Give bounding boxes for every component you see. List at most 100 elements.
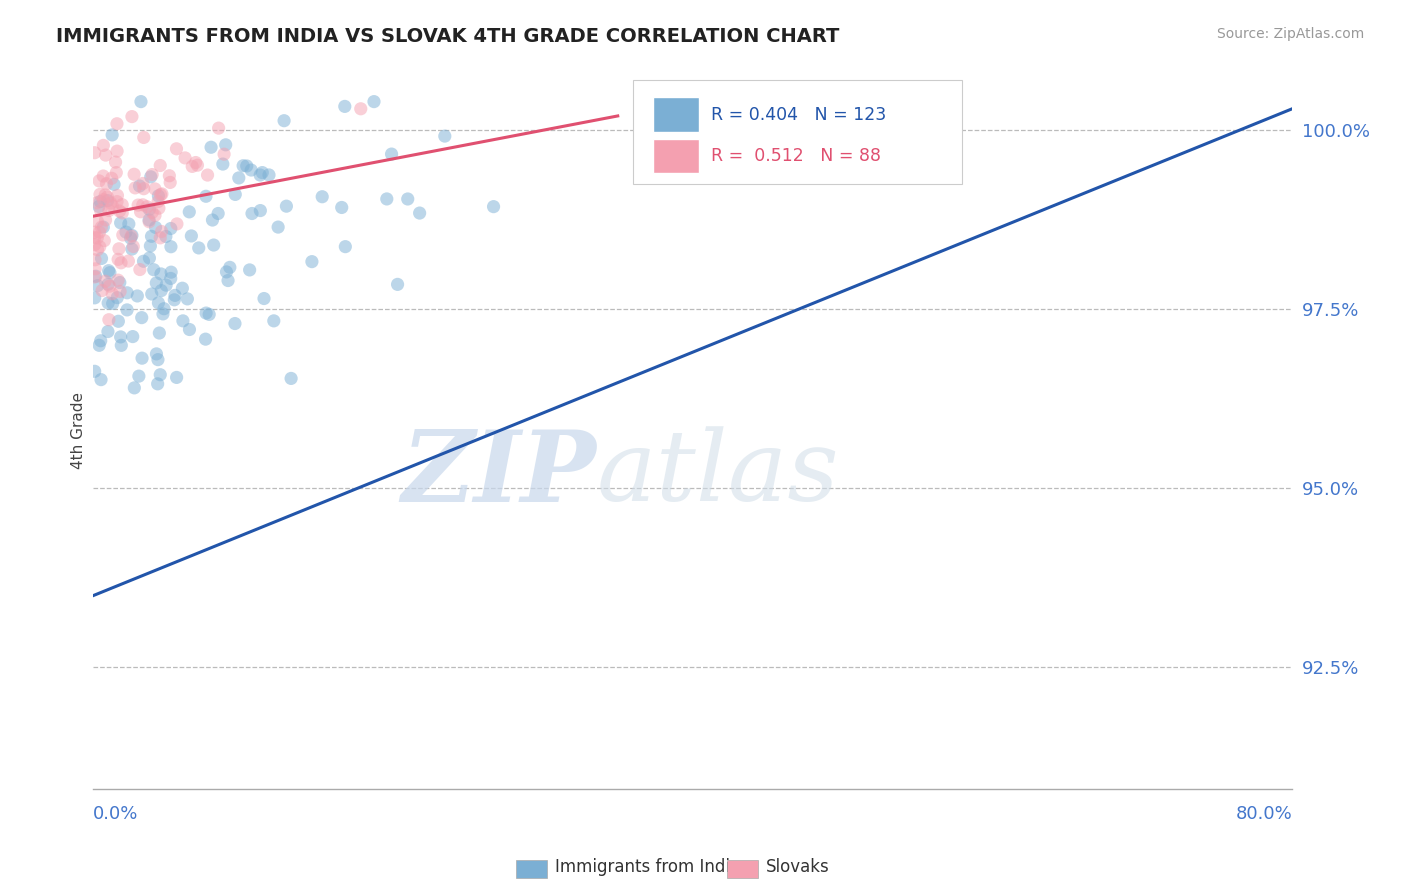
Point (195, 306, 218, 320)
Point (127, 289, 149, 303)
Point (128, 369, 150, 384)
Point (132, 177, 155, 191)
Point (335, 240, 357, 254)
Point (195, 189, 218, 203)
Text: R =  0.512   N = 88: R = 0.512 N = 88 (710, 147, 880, 165)
Point (252, 165, 274, 179)
Point (148, 296, 170, 310)
Point (138, 215, 160, 229)
Point (129, 95, 152, 109)
Point (97, 312, 120, 326)
Point (200, 140, 222, 154)
Point (138, 202, 160, 217)
Point (180, 229, 202, 244)
Point (257, 168, 280, 182)
Point (94, 188, 117, 202)
Point (101, 296, 124, 310)
Point (240, 206, 263, 220)
Point (249, 203, 271, 218)
Point (115, 302, 138, 317)
Point (89, 187, 111, 202)
Point (108, 276, 131, 290)
Point (249, 168, 271, 182)
Text: Source: ZipAtlas.com: Source: ZipAtlas.com (1216, 27, 1364, 41)
Point (121, 329, 143, 343)
Point (115, 285, 138, 300)
Point (86, 243, 108, 257)
Point (120, 231, 142, 245)
Point (224, 317, 246, 331)
Point (107, 273, 129, 287)
Point (94, 213, 117, 227)
Point (149, 159, 172, 173)
Point (139, 169, 162, 184)
Point (90, 252, 112, 266)
Point (163, 293, 186, 307)
Point (122, 239, 145, 253)
Point (97, 277, 120, 292)
Point (174, 151, 197, 165)
Point (146, 194, 169, 209)
Point (148, 201, 170, 215)
Point (141, 205, 163, 219)
Point (90, 334, 112, 348)
Point (159, 221, 181, 235)
Point (207, 206, 229, 220)
Point (84, 261, 107, 276)
Point (181, 160, 204, 174)
Point (110, 330, 132, 344)
Point (83, 291, 105, 305)
Point (194, 332, 217, 346)
Point (166, 217, 188, 231)
Point (179, 205, 201, 219)
Point (267, 220, 290, 235)
Point (155, 278, 177, 293)
Point (122, 167, 145, 181)
Point (110, 256, 132, 270)
Point (132, 198, 155, 212)
Point (166, 142, 188, 156)
Point (375, 192, 398, 206)
Point (155, 229, 177, 244)
Point (83, 225, 105, 239)
Point (150, 225, 173, 239)
Point (139, 239, 162, 253)
Point (107, 314, 129, 328)
Point (107, 188, 129, 202)
Point (201, 213, 224, 227)
Point (163, 288, 186, 302)
Point (166, 370, 188, 384)
Point (276, 199, 298, 213)
Point (224, 187, 246, 202)
Point (110, 216, 132, 230)
Point (97, 203, 120, 218)
Point (186, 158, 208, 172)
Point (149, 187, 172, 202)
Point (98, 266, 121, 280)
Point (148, 189, 170, 203)
Point (311, 190, 333, 204)
Point (218, 260, 240, 275)
Point (91, 220, 114, 235)
Point (105, 117, 128, 131)
Point (105, 291, 128, 305)
Point (121, 110, 143, 124)
Point (94, 274, 117, 288)
Point (124, 181, 146, 195)
Point (149, 231, 172, 245)
Point (105, 166, 128, 180)
Point (103, 178, 125, 192)
Point (96, 190, 118, 204)
Point (253, 292, 276, 306)
Point (160, 265, 183, 279)
Point (84, 252, 107, 267)
Point (380, 147, 402, 161)
Point (149, 368, 172, 382)
Point (280, 371, 302, 385)
Point (93, 193, 115, 207)
Point (90, 373, 112, 387)
Point (89, 240, 111, 254)
Point (89, 338, 111, 352)
Point (86, 214, 108, 228)
Point (160, 240, 183, 254)
